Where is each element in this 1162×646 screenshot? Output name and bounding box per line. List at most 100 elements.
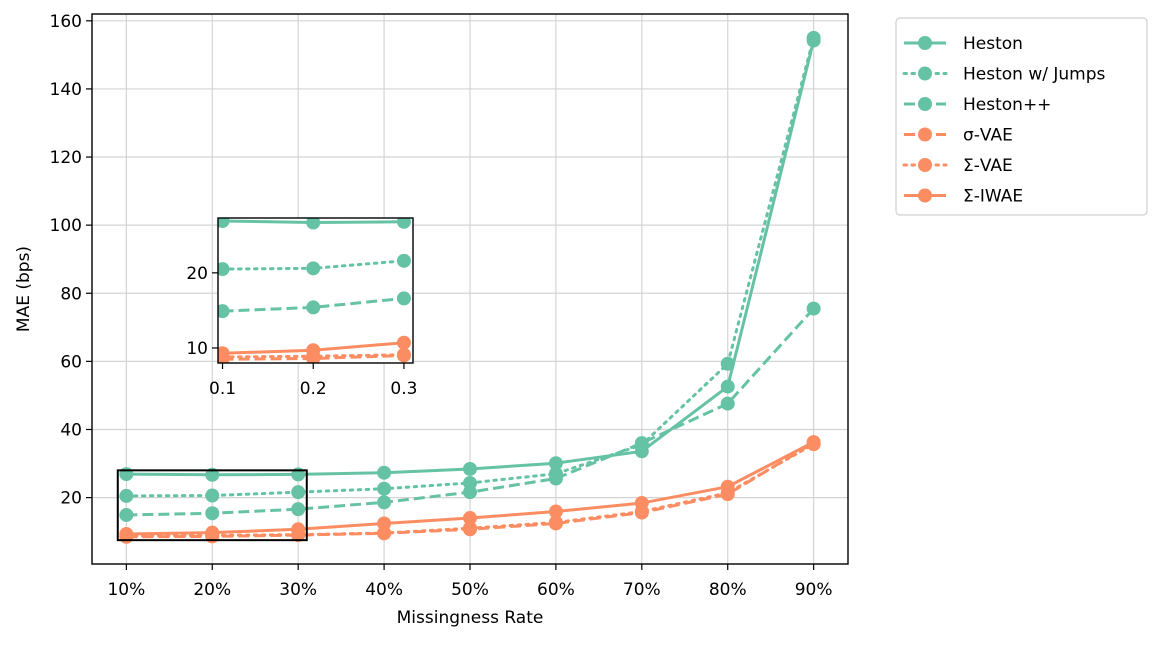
inset-data-point (306, 261, 321, 276)
inset-data-point (306, 343, 321, 358)
legend-marker (918, 127, 932, 142)
legend-item: Heston++ (904, 95, 1051, 115)
data-point (291, 485, 306, 500)
data-point (377, 495, 392, 510)
series-2 (119, 301, 821, 522)
data-point (806, 30, 821, 45)
x-tick-label: 50% (451, 580, 489, 600)
data-point (463, 521, 477, 536)
inset-data-point (218, 218, 230, 229)
inset-data-point (218, 304, 230, 319)
inset-series-2 (218, 291, 411, 319)
inset-x-tick-label: 0.2 (300, 379, 327, 399)
inset-data-point (396, 347, 411, 362)
data-point (720, 379, 735, 394)
inset-data-point (306, 218, 321, 230)
inset-data-point (218, 346, 230, 361)
legend-item: Σ-IWAE (904, 187, 1023, 207)
data-point (377, 465, 392, 480)
inset-data-point (396, 335, 411, 350)
y-tick-label: 80 (60, 284, 82, 304)
data-point (119, 467, 134, 482)
x-tick-label: 40% (365, 580, 403, 600)
x-tick-label: 10% (107, 580, 145, 600)
data-point (720, 356, 735, 371)
legend-label: Σ-VAE (963, 156, 1013, 176)
series-group (119, 30, 821, 544)
legend-item: Σ-VAE (902, 156, 1013, 176)
data-point (720, 479, 735, 494)
y-tick-label: 40 (60, 420, 82, 440)
data-point (205, 506, 220, 521)
legend-label: Heston (963, 34, 1023, 54)
y-tick-label: 20 (60, 489, 82, 509)
x-tick-label: 30% (279, 580, 317, 600)
x-tick-label: 70% (623, 580, 661, 600)
data-point (463, 511, 477, 526)
data-point (205, 488, 220, 503)
data-point (463, 461, 477, 476)
y-tick-label: 140 (50, 80, 82, 100)
x-axis-title: Missingness Rate (397, 608, 544, 628)
data-point (720, 396, 735, 411)
inset-chart: 0.1 0.2 0.3 10 20 (186, 217, 417, 399)
inset-data-point (306, 300, 321, 315)
y-axis-title: MAE (bps) (14, 246, 34, 332)
legend-marker (918, 36, 932, 50)
x-tick-label: 90% (795, 580, 833, 600)
inset-series-group (218, 218, 411, 363)
data-point (119, 507, 134, 522)
inset-data-point (396, 253, 411, 268)
legend-marker (918, 158, 932, 172)
inset-series-0 (218, 218, 411, 230)
data-point (291, 502, 306, 517)
legend-marker (918, 66, 932, 81)
data-point (806, 301, 821, 316)
ticks: 10% 20% 30% 40% 50% 60% 70% 80% 90% 20 40 60 80 100 12… (50, 12, 833, 600)
legend-frame (895, 17, 1148, 216)
legend-item: σ-VAE (904, 126, 1013, 146)
zoom-box (116, 469, 308, 542)
inset-data-point (396, 291, 411, 306)
legend-label: Heston++ (963, 95, 1051, 115)
data-point (377, 516, 392, 531)
inset-x-tick-label: 0.3 (390, 379, 417, 399)
y-tick-label: 120 (50, 148, 82, 168)
inset-y-tick-label: 20 (186, 264, 208, 284)
data-point (548, 515, 563, 530)
legend-label: σ-VAE (963, 126, 1013, 146)
inset-frame (217, 217, 414, 364)
x-tick-label: 60% (537, 580, 575, 600)
legend-label: Heston w/ Jumps (963, 65, 1106, 85)
data-point (806, 435, 821, 450)
inset-series-5 (218, 335, 411, 361)
data-point (291, 522, 306, 537)
data-point (548, 456, 563, 471)
y-tick-label: 160 (50, 12, 82, 32)
legend-marker (918, 97, 932, 111)
data-point (205, 525, 220, 540)
data-point (119, 527, 134, 542)
x-tick-label: 80% (709, 580, 747, 600)
data-point (634, 436, 649, 451)
data-point (548, 471, 563, 486)
x-tick-label: 20% (193, 580, 231, 600)
inset-x-tick-label: 0.1 (209, 379, 236, 399)
inset-y-tick-label: 10 (186, 339, 208, 359)
data-point (377, 481, 392, 496)
inset-background (218, 218, 413, 363)
data-point (119, 488, 134, 503)
inset-data-point (218, 262, 230, 277)
legend-label: Σ-IWAE (963, 187, 1023, 207)
data-point (463, 485, 477, 500)
legend: Heston Heston w/ Jumps Heston++ σ-VAE Σ-VAE Σ… (895, 17, 1148, 216)
data-point (548, 504, 563, 519)
legend-item: Heston w/ Jumps (902, 65, 1106, 85)
y-tick-label: 100 (50, 216, 82, 236)
inset-data-point (396, 218, 411, 229)
legend-marker (918, 188, 932, 203)
data-point (634, 496, 649, 511)
legend-item: Heston (904, 34, 1023, 54)
